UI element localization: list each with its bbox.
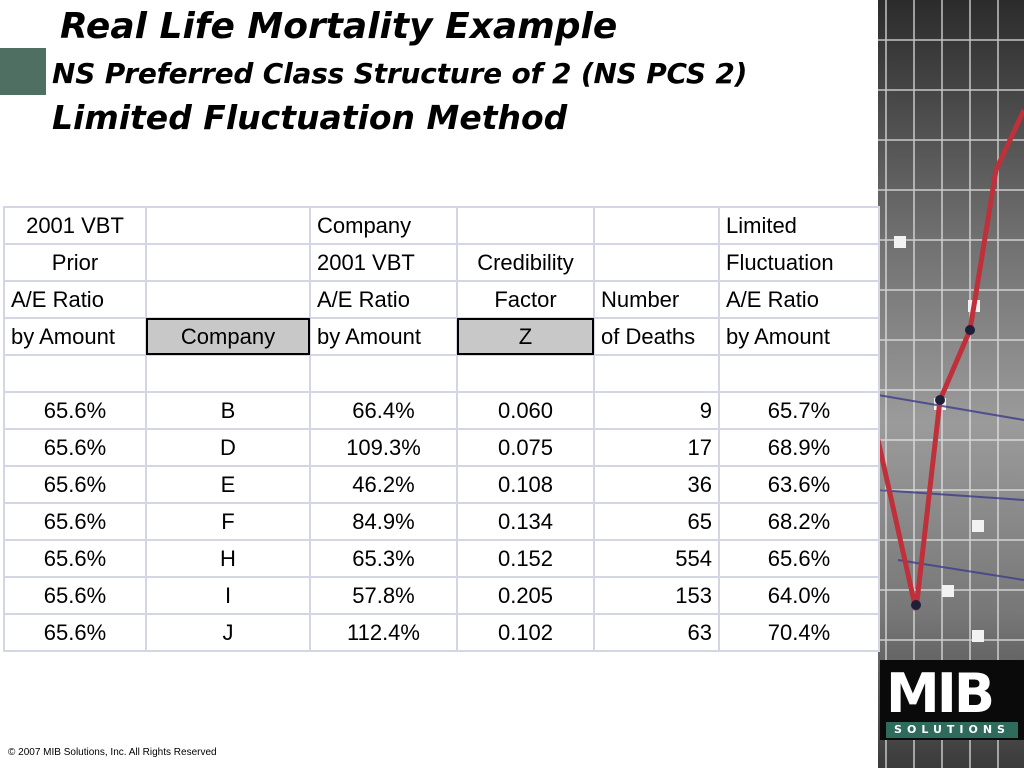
header-cell: of Deaths [593,317,720,356]
decorative-chart-image [878,0,1024,768]
empty-cell [456,354,595,393]
deaths-cell: 153 [593,576,720,615]
limited-ae-cell: 63.6% [718,465,880,504]
empty-cell [718,354,880,393]
header-cell [145,206,311,245]
prior-ae-cell: 65.6% [3,576,147,615]
company-cell: H [145,539,311,578]
header-cell: by Amount [3,317,147,356]
header-cell: Credibility [456,243,595,282]
limited-ae-cell: 68.9% [718,428,880,467]
company-ae-cell: 46.2% [309,465,458,504]
deaths-cell: 63 [593,613,720,652]
deaths-cell: 554 [593,539,720,578]
deaths-cell: 17 [593,428,720,467]
company-ae-cell: 65.3% [309,539,458,578]
credibility-cell: 0.060 [456,391,595,430]
prior-ae-cell: 65.6% [3,613,147,652]
company-cell: F [145,502,311,541]
header-cell: A/E Ratio [3,280,147,319]
prior-ae-cell: 65.6% [3,465,147,504]
slide-title: Real Life Mortality Example [60,6,618,47]
header-cell: Fluctuation [718,243,880,282]
deaths-cell: 65 [593,502,720,541]
header-cell [593,206,720,245]
credibility-cell: 0.075 [456,428,595,467]
table-row: 65.6% J 112.4% 0.102 63 70.4% [3,613,880,652]
company-cell: B [145,391,311,430]
company-ae-cell: 66.4% [309,391,458,430]
prior-ae-cell: 65.6% [3,539,147,578]
header-cell: by Amount [309,317,458,356]
company-cell: D [145,428,311,467]
table-row: 65.6% E 46.2% 0.108 36 63.6% [3,465,880,504]
grid-line-art [878,0,1024,768]
logo-text: MIB [886,662,995,725]
prior-ae-cell: 65.6% [3,428,147,467]
empty-cell [309,354,458,393]
header-cell: 2001 VBT [309,243,458,282]
header-cell [145,243,311,282]
company-ae-cell: 84.9% [309,502,458,541]
header-cell [456,206,595,245]
credibility-cell: 0.152 [456,539,595,578]
company-ae-cell: 109.3% [309,428,458,467]
header-cell [145,280,311,319]
spacer-row [3,354,880,393]
deaths-cell: 9 [593,391,720,430]
accent-square [0,48,46,95]
empty-cell [593,354,720,393]
credibility-cell: 0.205 [456,576,595,615]
limited-ae-cell: 64.0% [718,576,880,615]
credibility-cell: 0.134 [456,502,595,541]
copyright-footer: © 2007 MIB Solutions, Inc. All Rights Re… [8,747,217,758]
prior-ae-cell: 65.6% [3,391,147,430]
credibility-cell: 0.102 [456,613,595,652]
header-cell: Factor [456,280,595,319]
limited-ae-cell: 65.6% [718,539,880,578]
table-row: 65.6% D 109.3% 0.075 17 68.9% [3,428,880,467]
header-cell: Company [309,206,458,245]
header-row: Prior 2001 VBT Credibility Fluctuation [3,243,880,282]
logo-subtext: SOLUTIONS [886,722,1018,738]
header-cell: A/E Ratio [309,280,458,319]
slide-subtitle: NS Preferred Class Structure of 2 (NS PC… [52,57,748,90]
company-header-cell: Company [145,317,311,356]
z-header-cell: Z [456,317,595,356]
header-cell: by Amount [718,317,880,356]
limited-ae-cell: 68.2% [718,502,880,541]
company-ae-cell: 112.4% [309,613,458,652]
table-row: 65.6% I 57.8% 0.205 153 64.0% [3,576,880,615]
header-cell: A/E Ratio [718,280,880,319]
limited-ae-cell: 70.4% [718,613,880,652]
prior-ae-cell: 65.6% [3,502,147,541]
header-cell: 2001 VBT [3,206,147,245]
header-row: 2001 VBT Company Limited [3,206,880,245]
credibility-cell: 0.108 [456,465,595,504]
empty-cell [3,354,147,393]
company-ae-cell: 57.8% [309,576,458,615]
header-cell [593,243,720,282]
company-cell: E [145,465,311,504]
table-row: 65.6% H 65.3% 0.152 554 65.6% [3,539,880,578]
mortality-table: 2001 VBT Company Limited Prior 2001 VBT … [3,206,880,652]
limited-ae-cell: 65.7% [718,391,880,430]
company-cell: J [145,613,311,652]
deaths-cell: 36 [593,465,720,504]
empty-cell [145,354,311,393]
method-title: Limited Fluctuation Method [52,98,568,137]
header-row: A/E Ratio A/E Ratio Factor Number A/E Ra… [3,280,880,319]
table-row: 65.6% B 66.4% 0.060 9 65.7% [3,391,880,430]
company-cell: I [145,576,311,615]
header-cell: Limited [718,206,880,245]
mib-logo: MIB SOLUTIONS [880,660,1024,740]
header-row: by Amount Company by Amount Z of Deaths … [3,317,880,356]
table-row: 65.6% F 84.9% 0.134 65 68.2% [3,502,880,541]
header-cell: Number [593,280,720,319]
header-cell: Prior [3,243,147,282]
